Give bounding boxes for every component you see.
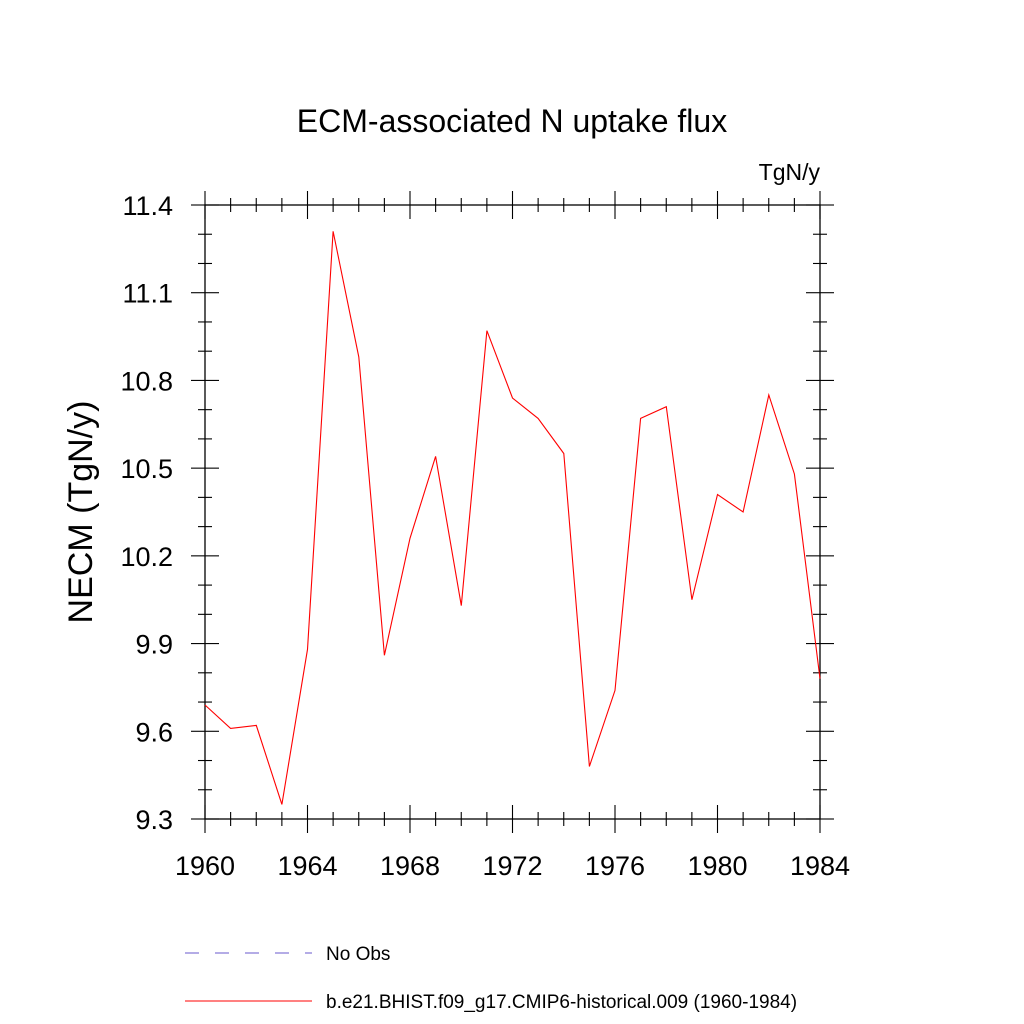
x-tick-label: 1984 bbox=[790, 851, 850, 881]
data-point bbox=[461, 605, 462, 606]
data-point bbox=[358, 356, 359, 357]
tick-marks bbox=[191, 191, 834, 833]
data-point bbox=[256, 725, 257, 726]
x-tick-label: 1960 bbox=[175, 851, 235, 881]
data-point bbox=[486, 330, 487, 331]
y-tick-label: 9.3 bbox=[135, 805, 173, 835]
y-tick-label: 9.9 bbox=[135, 630, 173, 660]
data-point bbox=[512, 397, 513, 398]
data-point bbox=[717, 494, 718, 495]
x-tick-label: 1968 bbox=[380, 851, 440, 881]
plot-frame bbox=[204, 204, 821, 820]
data-point bbox=[384, 655, 385, 656]
data-point bbox=[563, 453, 564, 454]
y-tick-label: 10.2 bbox=[120, 542, 173, 572]
data-point bbox=[589, 766, 590, 767]
y-tick-label: 11.1 bbox=[122, 279, 173, 309]
data-point bbox=[409, 538, 410, 539]
data-point bbox=[691, 599, 692, 600]
data-point bbox=[666, 406, 667, 407]
data-point bbox=[794, 473, 795, 474]
y-tick-label: 9.6 bbox=[135, 717, 173, 747]
y-axis-label: NECM (TgN/y) bbox=[62, 401, 100, 624]
legend-label: No Obs bbox=[326, 944, 390, 965]
chart-title: ECM-associated N uptake flux bbox=[297, 103, 727, 139]
data-point bbox=[743, 511, 744, 512]
data-point bbox=[640, 418, 641, 419]
x-tick-label: 1980 bbox=[687, 851, 747, 881]
data-point bbox=[819, 678, 820, 679]
x-tick-label: 1972 bbox=[482, 851, 542, 881]
y-tick-label: 10.5 bbox=[120, 454, 173, 484]
data-point bbox=[435, 456, 436, 457]
x-tick-label: 1976 bbox=[585, 851, 645, 881]
series-group bbox=[204, 231, 821, 805]
data-point bbox=[538, 418, 539, 419]
y-tick-label: 10.8 bbox=[120, 366, 173, 396]
data-point bbox=[307, 649, 308, 650]
data-point bbox=[768, 394, 769, 395]
series-line bbox=[204, 231, 821, 805]
data-point bbox=[230, 728, 231, 729]
data-point bbox=[204, 704, 205, 705]
units-label: TgN/y bbox=[759, 159, 821, 185]
y-tick-label: 11.4 bbox=[122, 191, 173, 221]
tick-labels: 1960 1964 1968 1972 1976 1980 1984 9.3 9.6 9.9 10.… bbox=[120, 191, 850, 881]
data-point bbox=[614, 690, 615, 691]
x-tick-label: 1964 bbox=[277, 851, 337, 881]
data-point bbox=[281, 804, 282, 805]
legend-label: b.e21.BHIST.f09_g17.CMIP6-historical.009… bbox=[326, 992, 797, 1013]
data-point bbox=[333, 231, 334, 232]
legend: No Obs b.e21.BHIST.f09_g17.CMIP6-historic… bbox=[185, 944, 797, 1013]
